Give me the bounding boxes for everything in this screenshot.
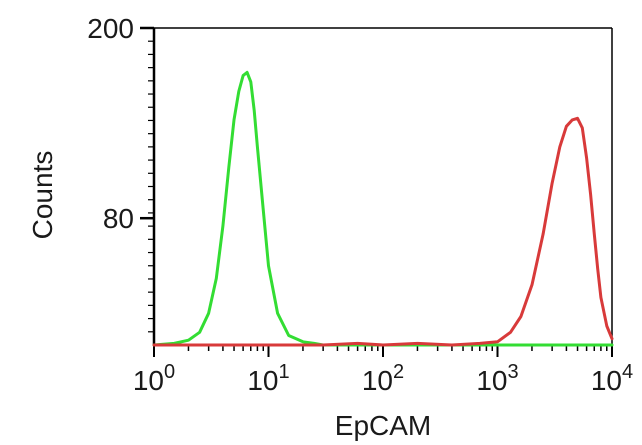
x-tick-label: 103 [476,361,518,396]
plot-frame [152,27,613,347]
y-axis-title: Counts [27,151,58,240]
series-line-2 [152,116,614,347]
major-ticks [140,26,613,357]
x-tick-label: 104 [591,361,633,396]
x-tick-label: 100 [133,361,175,396]
series-layer [152,70,614,347]
y-tick-label: 80 [103,203,134,234]
x-axis-title: EpCAM [335,410,431,441]
x-tick-label: 102 [362,361,404,396]
minor-ticks [148,40,608,351]
y-tick-label: 200 [87,13,134,44]
x-tick-label: 101 [247,361,289,396]
series-line-1 [152,70,614,347]
tick-labels: 100 101 102 103 104 200 80 [87,13,633,396]
